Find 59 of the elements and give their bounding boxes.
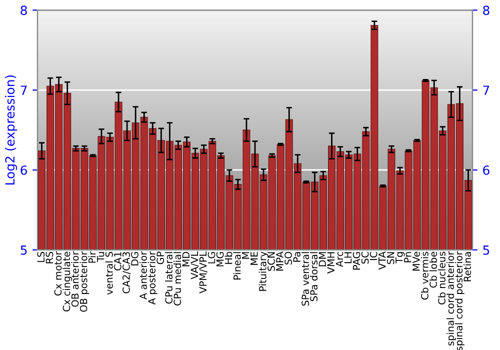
x-tick-label: Pineal xyxy=(233,252,241,280)
x-tick-label: Cb vermis xyxy=(420,252,428,300)
x-tick-label: LH xyxy=(344,252,352,264)
x-tick-label: SN xyxy=(386,252,394,264)
x-tick-label: CA2/CA3 xyxy=(122,252,131,294)
x-tick-label: CPu medial xyxy=(174,252,182,306)
x-tick-label: OB anterior xyxy=(71,251,79,307)
x-tick-label: Cx motor xyxy=(54,251,62,296)
x-tick-label: A posterior xyxy=(148,251,158,305)
x-tick-label: Pa xyxy=(293,252,300,262)
y-tick-label: 5 xyxy=(20,246,27,255)
x-tick-label: Pn xyxy=(404,252,412,262)
x-tick-label: RS xyxy=(46,252,54,264)
x-tick-label: VPM/VPL xyxy=(199,251,208,294)
x-tick-label: MPA xyxy=(276,251,284,271)
x-tick-label: SCN xyxy=(268,252,275,271)
y-axis-title: Log2 (expression) xyxy=(4,75,18,185)
x-tick-label: Pituitary xyxy=(258,252,268,291)
y2-tick-label: 5 xyxy=(483,246,490,255)
x-tick-label: LG xyxy=(208,252,216,264)
y-tick-label: 6 xyxy=(20,165,27,175)
x-tick-label: MD xyxy=(182,252,190,266)
x-tick-label: IC xyxy=(370,252,378,260)
x-tick-label: SO xyxy=(284,252,292,264)
x-tick-label: MG xyxy=(216,252,224,266)
x-tick-label: SPa ventral xyxy=(301,252,309,306)
x-tick-label: ventral S xyxy=(105,252,113,295)
x-tick-label: Cb nucleus xyxy=(438,252,446,304)
x-tick-label: VMH xyxy=(327,252,334,274)
x-tick-label: GP xyxy=(156,252,164,264)
y-tick-label: 8 xyxy=(20,6,27,16)
x-tick-label: Tu xyxy=(97,252,104,262)
x-tick-label: DM xyxy=(318,252,326,266)
x-tick-label: SC xyxy=(361,252,369,264)
x-tick-label: VA/VL xyxy=(190,251,199,280)
x-tick-label: Cx cingulate xyxy=(62,252,72,312)
x-tick-label: M xyxy=(242,252,250,259)
x-tick-label: CA1 xyxy=(114,252,122,270)
y2-tick-label: 6 xyxy=(483,165,490,175)
x-tick-label: spinal cord anterior xyxy=(446,251,456,346)
x-tick-label: DG xyxy=(131,252,138,266)
x-tick-label: A anterior xyxy=(139,251,147,300)
y2-tick-label: 8 xyxy=(483,6,490,16)
x-tick-label: Tg xyxy=(396,252,405,264)
x-tick-label: CPu lateral xyxy=(165,252,173,304)
x-tick-label: ME xyxy=(250,252,258,265)
x-tick-label: Arc xyxy=(336,252,344,267)
x-tick-label: VTA xyxy=(378,251,386,270)
x-tick-label: MVe xyxy=(412,252,420,271)
y-tick-label: 7 xyxy=(20,86,27,95)
x-tick-label: Pir xyxy=(88,251,96,263)
x-tick-label: SPa dorsal xyxy=(310,252,318,302)
x-tick-label: OB posterior xyxy=(80,251,90,312)
y2-tick-label: 7 xyxy=(483,86,490,95)
x-tick-label: LS xyxy=(37,252,45,262)
x-tick-label: Retina xyxy=(464,252,472,282)
x-tick-label: Hb xyxy=(224,252,232,264)
x-tick-label: PAG xyxy=(352,252,360,270)
x-tick-label: Cb lobe xyxy=(429,252,437,288)
